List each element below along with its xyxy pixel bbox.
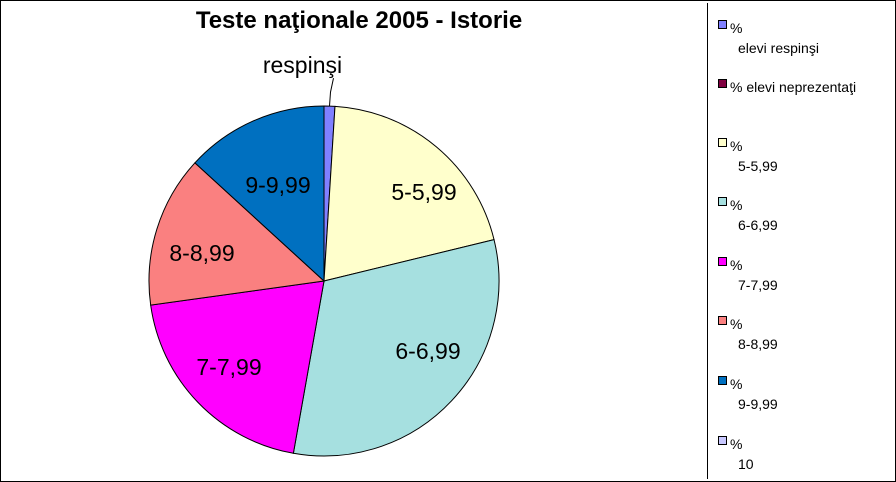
pie-slice-4 [148, 162, 326, 306]
legend-label: % 5-5,99 [730, 138, 778, 174]
legend-label: % 9-9,99 [730, 376, 778, 412]
slice-label-0: respinşi [263, 52, 342, 78]
legend-label: % 8-8,99 [730, 316, 778, 352]
legend-label: % elevi respinşi [730, 20, 819, 56]
legend-label: % elevi neprezentaţi [730, 79, 857, 95]
legend-label: % 10 [730, 436, 754, 472]
legend: % elevi respinşi % elevi neprezentaţi % 5-5,… [707, 3, 894, 479]
legend-swatch [718, 197, 727, 206]
legend-swatch [718, 20, 727, 29]
chart-title: Teste naţionale 2005 - Istorie [195, 7, 523, 34]
legend-swatch [718, 316, 727, 325]
legend-swatch [718, 79, 727, 88]
slice-label-1: 5-5,99 [391, 179, 456, 205]
legend-label: % 6-6,99 [730, 197, 778, 233]
pie-slice-2 [292, 239, 500, 457]
slice-label-4: 8-8,99 [169, 240, 234, 266]
slice-leader-line-0 [329, 77, 334, 107]
slice-label-3: 7-7,99 [196, 354, 261, 380]
slice-label-5: 9-9,99 [245, 172, 310, 198]
pie-chart: respinşi 5-5,99 6-6,99 7-7,99 8-8,99 9-9,99 [148, 52, 500, 457]
legend-swatch [718, 138, 727, 147]
slice-label-2: 6-6,99 [395, 338, 460, 364]
legend-label: % 7-7,99 [730, 257, 778, 293]
pie-slice-5 [194, 105, 325, 283]
pie-slice-1 [323, 105, 495, 282]
pie-slice-3 [150, 280, 325, 454]
legend-swatch [718, 257, 727, 266]
legend-swatch [718, 436, 727, 445]
legend-swatch [718, 376, 727, 385]
